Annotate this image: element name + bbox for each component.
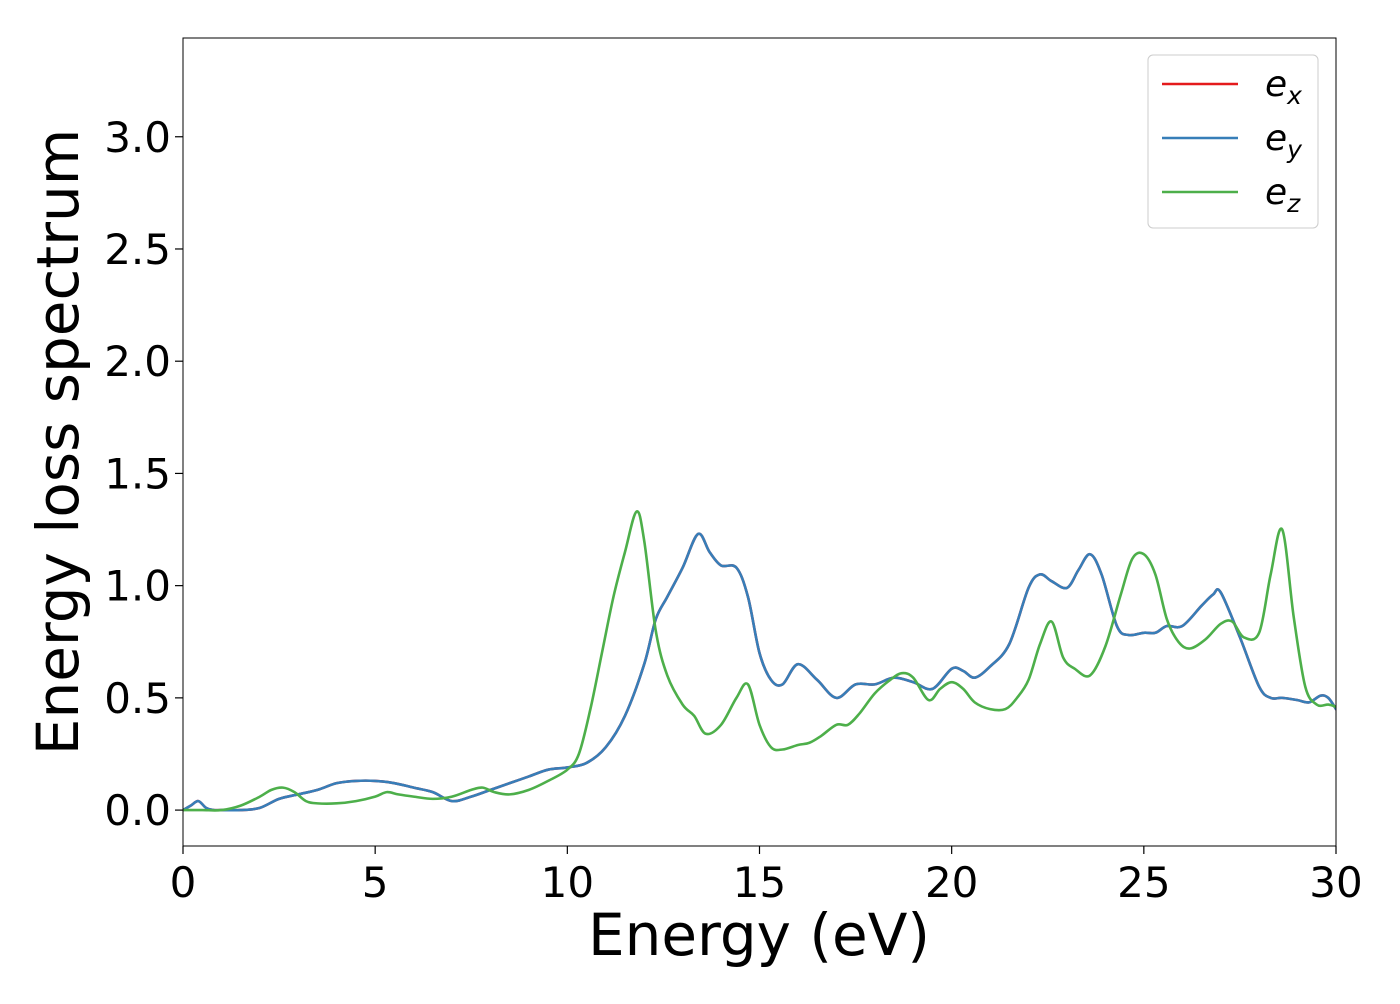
x-axis: 0 5 10 15 20 25 30 [170,846,1363,907]
y-tick-label: 1.0 [104,562,171,611]
x-tick-label: 25 [1117,858,1170,907]
x-axis-label: Energy (eV) [588,901,930,969]
legend-label-base: e [1265,64,1287,105]
legend-label-z: ez [1265,172,1301,218]
legend-label-base: e [1265,118,1287,159]
series-line-y [183,532,1336,812]
legend-label-x: ex [1265,64,1302,110]
y-tick-label: 2.5 [104,225,171,274]
x-tick-label: 20 [925,858,978,907]
y-axis-label: Energy loss spectrum [24,129,92,755]
x-tick-label: 5 [362,858,389,907]
legend-label-base: e [1265,172,1287,213]
y-tick-label: 3.0 [104,113,171,162]
x-tick-label: 30 [1309,858,1362,907]
legend-label-y: ey [1265,118,1303,164]
y-tick-label: 0.0 [104,786,171,835]
y-tick-label: 2.0 [104,337,171,386]
legend-label-sub: z [1286,189,1301,218]
y-tick-label: 1.5 [104,449,171,498]
series-line-x [183,532,1336,812]
legend-label-sub: y [1286,135,1303,164]
x-tick-label: 15 [733,858,786,907]
legend-frame [1147,54,1319,229]
legend-label-sub: x [1286,81,1302,110]
series-layer [183,510,1336,812]
x-tick-label: 10 [541,858,594,907]
y-axis: 0.0 0.5 1.0 1.5 2.0 2.5 3.0 [104,113,183,835]
x-tick-label: 0 [170,858,197,907]
y-tick-label: 0.5 [104,674,171,723]
series-line-z [183,510,1336,812]
